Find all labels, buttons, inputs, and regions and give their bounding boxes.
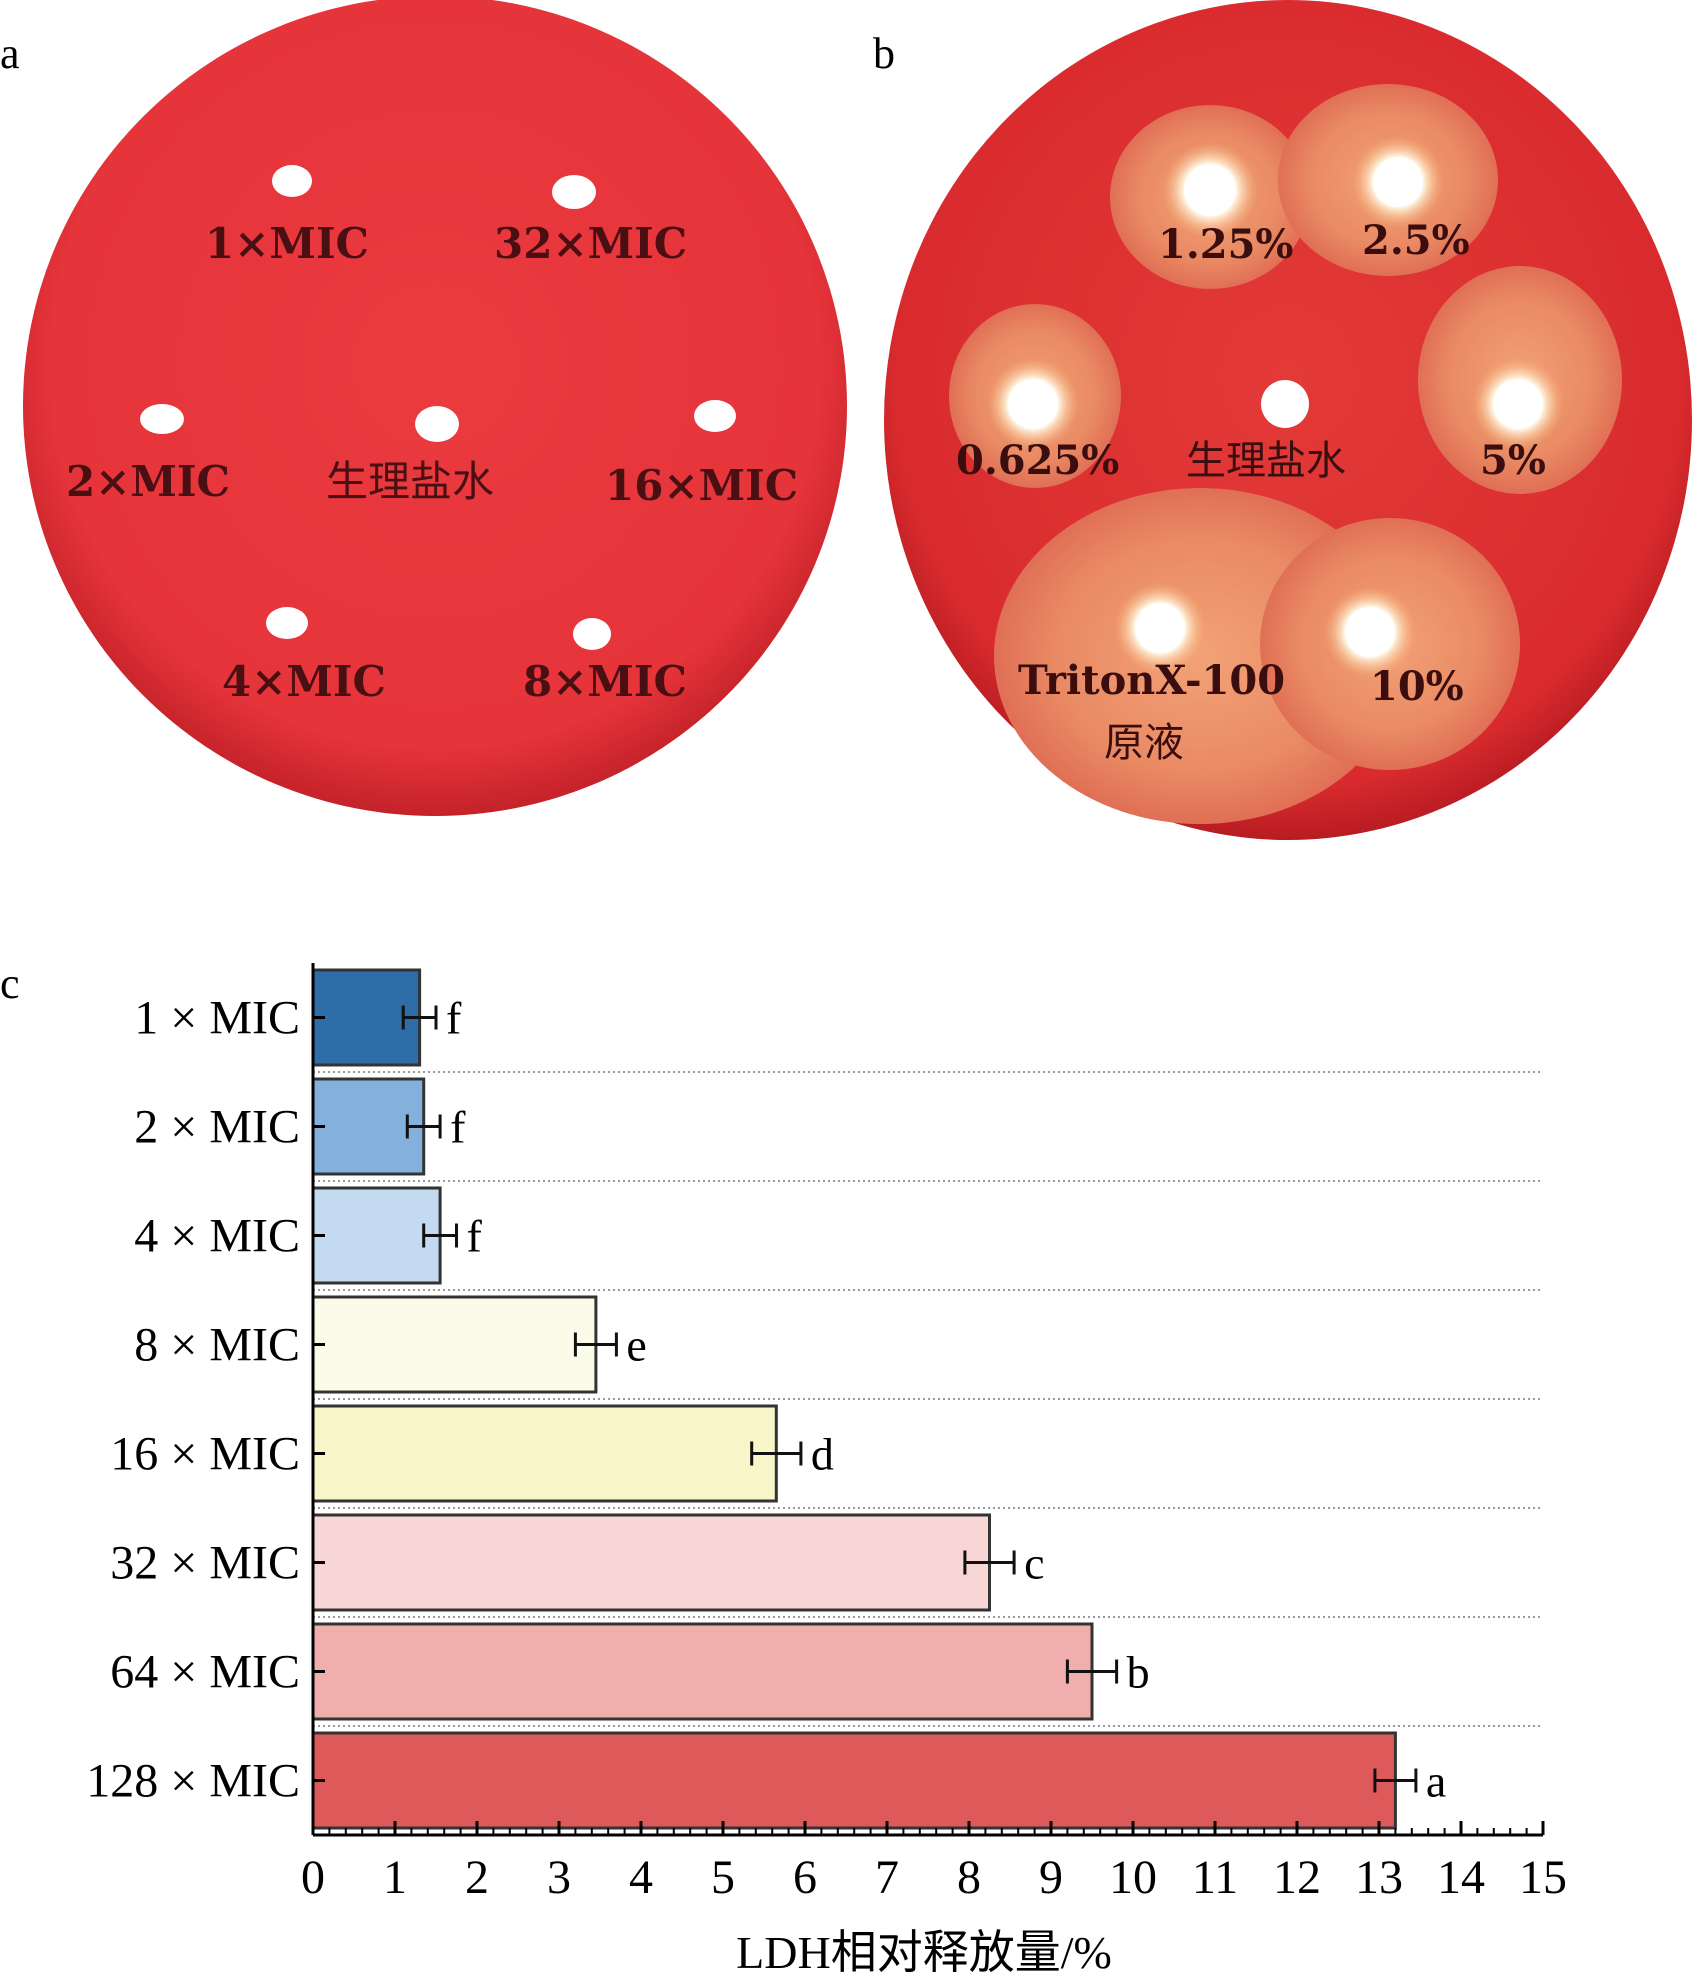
x-tick-label: 12 [1273,1851,1321,1904]
x-tick-label: 15 [1519,1851,1567,1904]
well-b-10 [1345,607,1395,657]
label-b-10: 10% [1370,663,1464,710]
x-tick-label: 11 [1192,1851,1238,1904]
grid-lines [313,1071,1543,1727]
x-tick-label: 4 [629,1851,653,1904]
well-b-0-625 [1008,379,1058,429]
bar [311,1295,598,1394]
panel-b: b 1.25% 2.5% 0.625% 生理盐水 5% TritonX-100 [873,0,1692,840]
well-a-2xmic [140,404,184,434]
category-label: 1 × MIC [134,992,300,1045]
label-b-0-625: 0.625% [956,437,1119,484]
category-label: 16 × MIC [110,1428,300,1481]
well-a-32xmic [552,175,596,209]
well-a-1xmic [272,165,312,197]
panel-c-letter: c [0,959,20,1008]
well-b-1-25 [1184,164,1236,216]
label-b-triton: TritonX-100 [1018,657,1285,704]
label-b-stock: 原液 [1104,720,1184,766]
panel-c: c f 1 × MIC f 2 × MIC f 4 × MIC e 8 × MIC d 16 × … [0,959,1567,1978]
panel-b-letter: b [873,29,895,78]
label-a-16xmic: 16×MIC [605,461,798,510]
x-tick-label: 13 [1355,1851,1403,1904]
x-axis-title: LDH相对释放量/% [736,1927,1112,1978]
x-tick-label: 0 [301,1851,325,1904]
category-label: 8 × MIC [134,1319,300,1372]
significance-label: f [467,1211,483,1262]
category-label: 32 × MIC [110,1537,300,1590]
label-a-saline: 生理盐水 [326,457,494,506]
significance-label: b [1127,1647,1150,1698]
axes [311,963,1545,1837]
well-a-saline [415,406,459,442]
significance-label: f [450,1102,466,1153]
well-b-5 [1493,379,1543,429]
category-label: 128 × MIC [86,1755,300,1808]
bars [311,968,1418,1830]
category-label: 4 × MIC [134,1210,300,1263]
label-a-4xmic: 4×MIC [222,657,386,706]
well-a-8xmic [573,618,611,650]
x-tick-label: 3 [547,1851,571,1904]
x-tick-label: 2 [465,1851,489,1904]
significance-label: e [626,1320,646,1371]
well-b-saline [1261,380,1309,428]
significance-label: d [811,1429,834,1480]
x-tick-label: 5 [711,1851,735,1904]
category-label: 64 × MIC [110,1646,300,1699]
label-a-2xmic: 2×MIC [66,457,230,506]
x-tick-label: 14 [1437,1851,1485,1904]
bar [311,1513,991,1612]
bar [311,1186,442,1285]
x-tick-label: 1 [383,1851,407,1904]
label-b-2-5: 2.5% [1362,217,1470,264]
axis-labels: f 1 × MIC f 2 × MIC f 4 × MIC e 8 × MIC d 16 × MI… [86,992,1567,1905]
bar [311,1731,1397,1830]
label-a-32xmic: 32×MIC [494,219,687,268]
panel-a: a 1×MIC 32×MIC 2×MIC 生理盐水 16×MIC 4×MIC 8… [0,0,847,816]
label-a-8xmic: 8×MIC [523,657,687,706]
significance-label: a [1426,1756,1446,1807]
well-b-triton [1135,603,1185,653]
x-tick-label: 8 [957,1851,981,1904]
well-b-2-5 [1373,157,1423,207]
label-b-5: 5% [1480,437,1546,484]
significance-label: c [1024,1538,1044,1589]
category-label: 2 × MIC [134,1101,300,1154]
panel-a-letter: a [0,29,20,78]
well-a-4xmic [266,607,308,639]
x-tick-label: 6 [793,1851,817,1904]
well-a-16xmic [694,400,736,432]
significance-label: f [446,993,462,1044]
bar [311,1404,778,1503]
x-tick-label: 9 [1039,1851,1063,1904]
x-tick-label: 10 [1109,1851,1157,1904]
label-b-saline: 生理盐水 [1186,438,1346,484]
label-b-1-25: 1.25% [1158,221,1293,268]
bar [311,1622,1094,1721]
label-a-1xmic: 1×MIC [205,219,369,268]
x-tick-label: 7 [875,1851,899,1904]
